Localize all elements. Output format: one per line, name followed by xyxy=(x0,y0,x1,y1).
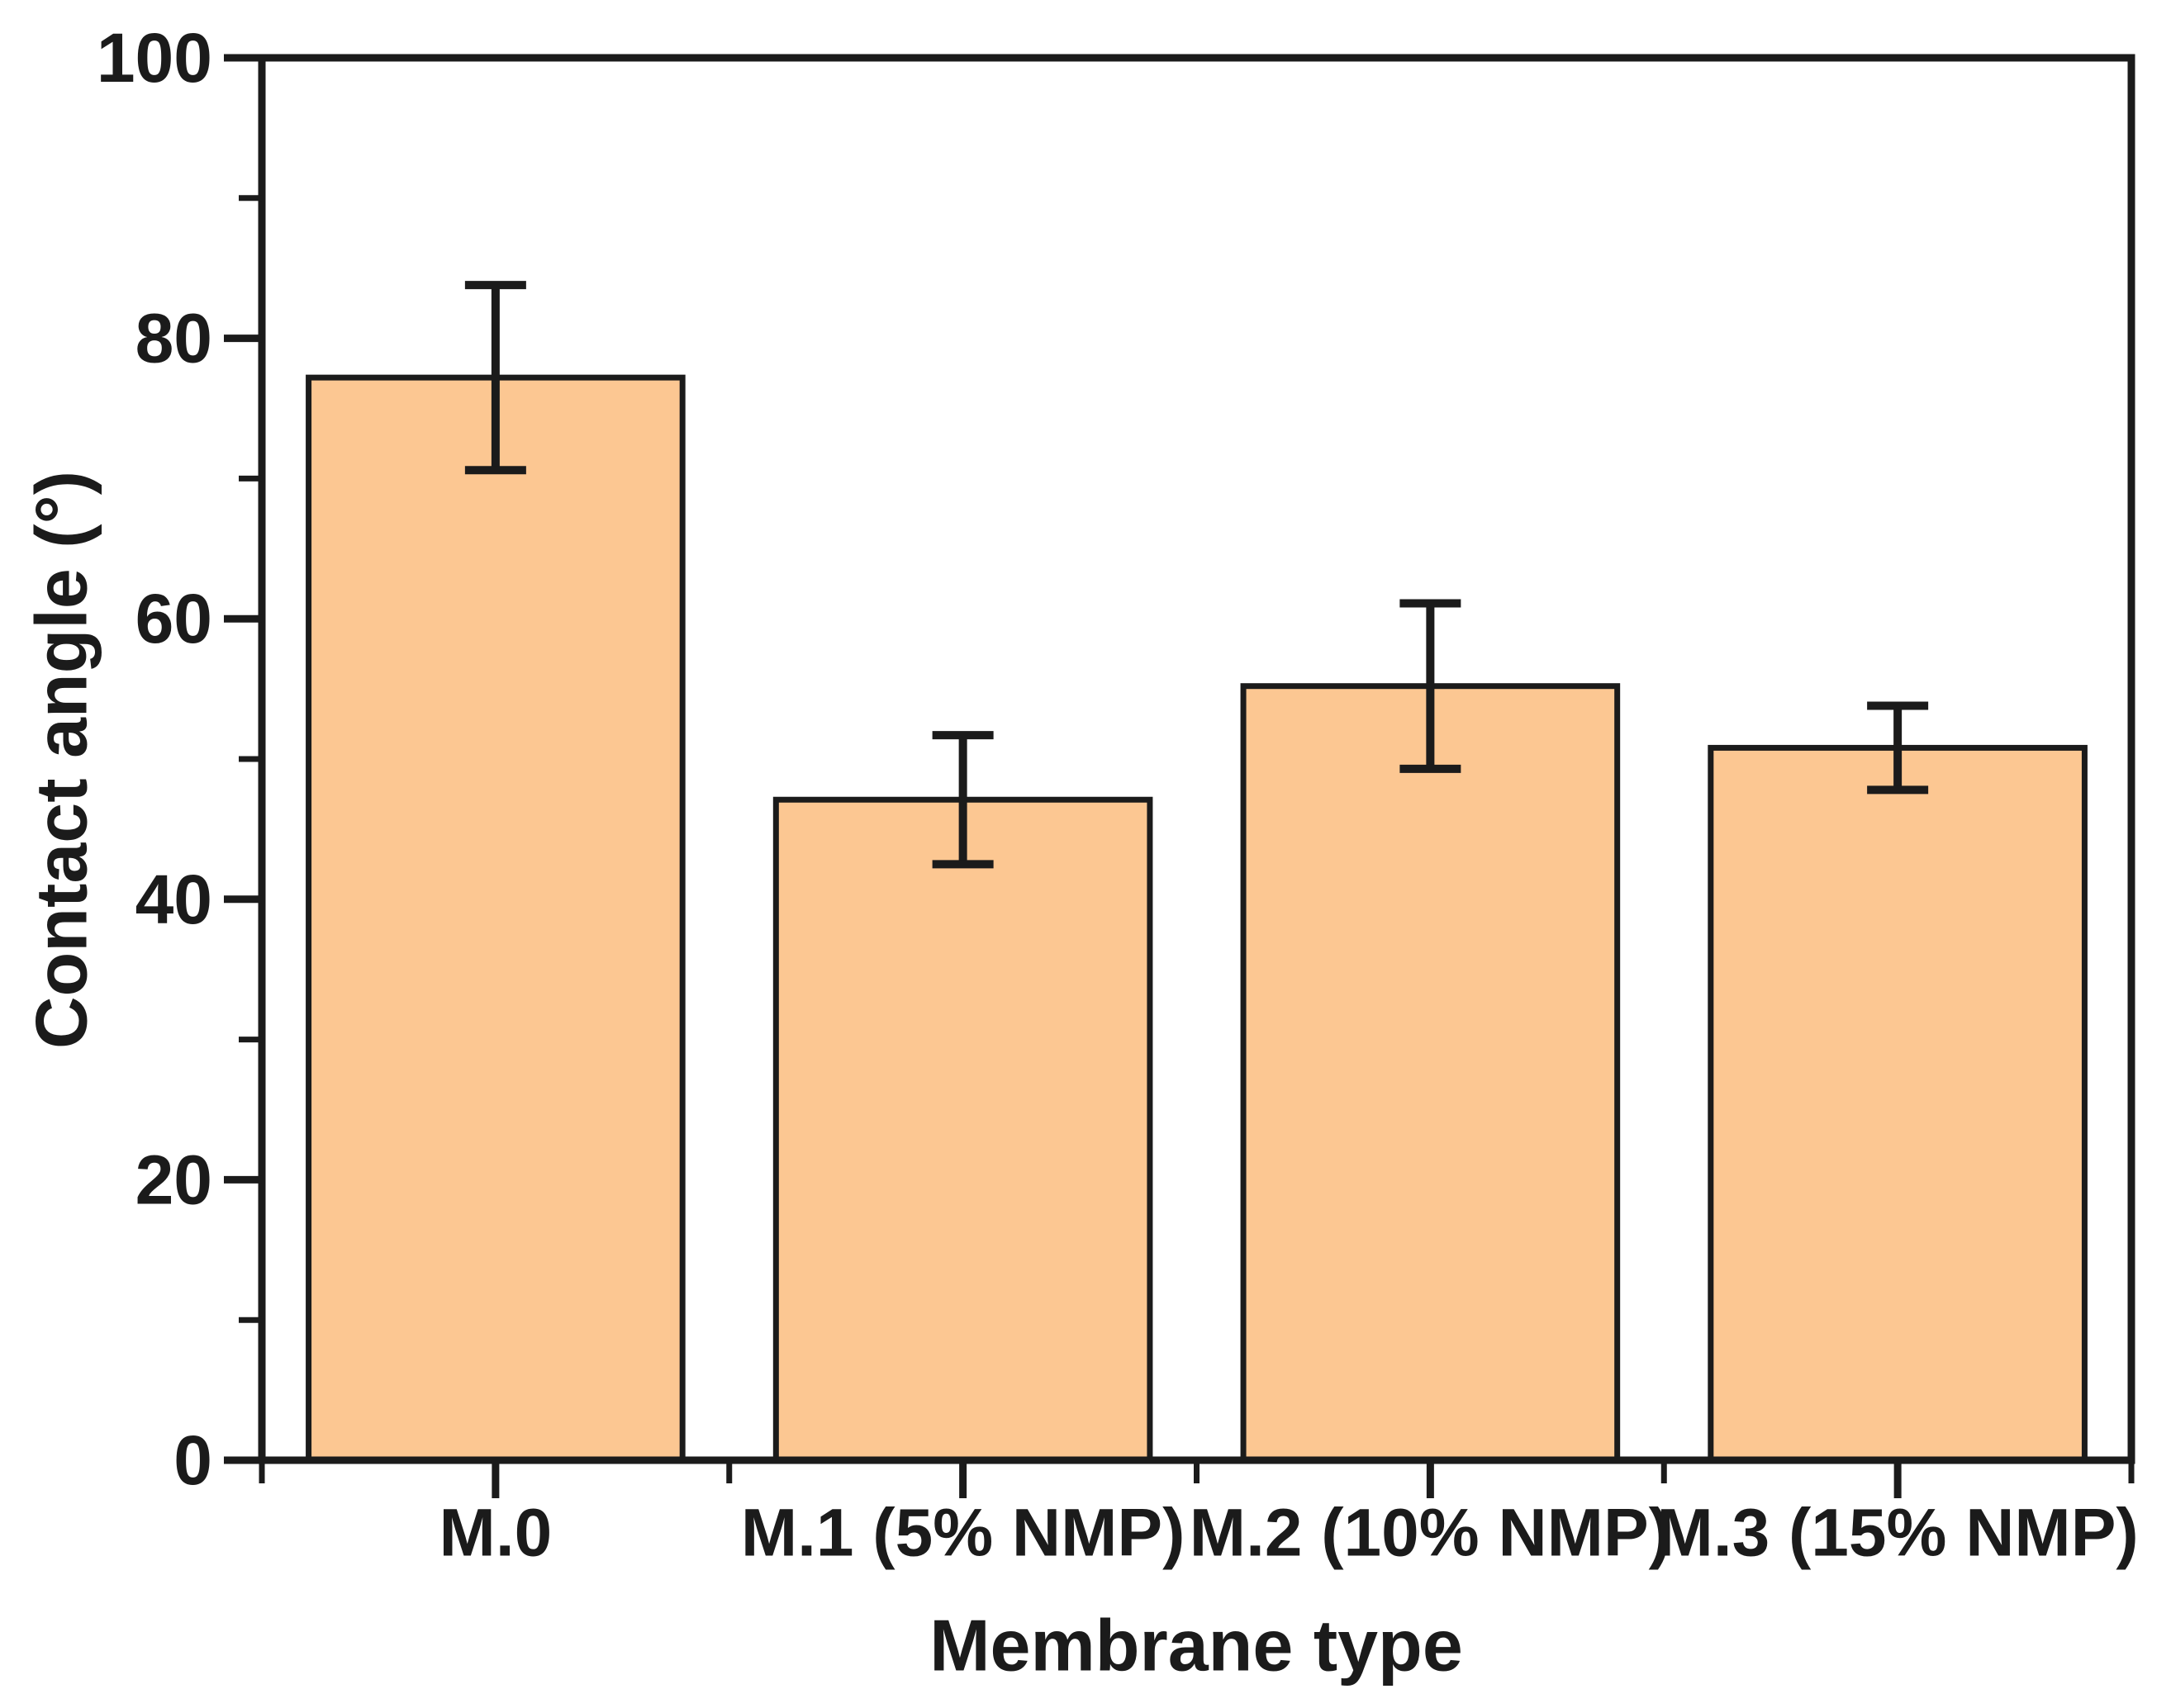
x-axis-title: Membrane type xyxy=(929,1605,1463,1687)
chart-layer: 0 20 40 60 80 100 M.0 M.1 (5% NMP) M.2 (10% NMP)… xyxy=(97,19,2139,1571)
x-category-label: M.2 (10% NMP) xyxy=(1190,1496,1671,1571)
x-category-label: M.1 (5% NMP) xyxy=(741,1496,1185,1571)
bar-M.0 xyxy=(306,374,686,1464)
y-tick-label: 0 xyxy=(173,1421,212,1499)
y-tick-label: 40 xyxy=(135,861,212,938)
x-category-label: M.0 xyxy=(439,1496,553,1571)
y-axis-title: Contact angle (°) xyxy=(21,471,102,1049)
bar-M.3 (15% NMP) xyxy=(1708,744,2088,1464)
bar-M.1 (5% NMP) xyxy=(772,796,1153,1464)
y-tick-label: 80 xyxy=(135,300,212,377)
y-tick-label: 100 xyxy=(97,19,212,97)
bar-M.2 (10% NMP) xyxy=(1240,683,1621,1464)
y-tick-label: 60 xyxy=(135,580,212,657)
y-tick-label: 20 xyxy=(135,1141,212,1218)
x-category-label: M.3 (15% NMP) xyxy=(1657,1496,2139,1571)
